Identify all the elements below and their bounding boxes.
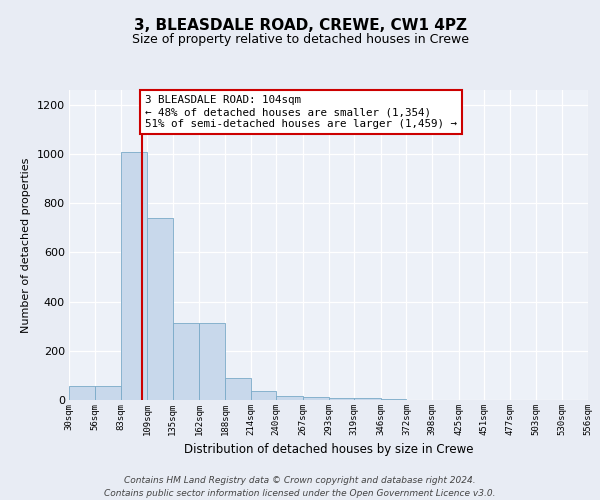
Bar xyxy=(147,218,173,400)
Bar xyxy=(329,398,354,400)
Bar xyxy=(121,152,147,400)
Bar xyxy=(199,322,225,400)
X-axis label: Distribution of detached houses by size in Crewe: Distribution of detached houses by size … xyxy=(184,444,473,456)
Bar xyxy=(69,386,95,400)
Text: 3 BLEASDALE ROAD: 104sqm
← 48% of detached houses are smaller (1,354)
51% of sem: 3 BLEASDALE ROAD: 104sqm ← 48% of detach… xyxy=(145,96,457,128)
Bar xyxy=(381,399,406,400)
Bar xyxy=(251,390,276,400)
Text: 3, BLEASDALE ROAD, CREWE, CW1 4PZ: 3, BLEASDALE ROAD, CREWE, CW1 4PZ xyxy=(133,18,467,32)
Bar xyxy=(354,398,381,400)
Text: Contains HM Land Registry data © Crown copyright and database right 2024.
Contai: Contains HM Land Registry data © Crown c… xyxy=(104,476,496,498)
Bar xyxy=(276,396,303,400)
Bar xyxy=(303,397,329,400)
Bar xyxy=(225,378,251,400)
Text: Size of property relative to detached houses in Crewe: Size of property relative to detached ho… xyxy=(131,32,469,46)
Bar xyxy=(173,322,199,400)
Y-axis label: Number of detached properties: Number of detached properties xyxy=(21,158,31,332)
Bar xyxy=(95,386,121,400)
